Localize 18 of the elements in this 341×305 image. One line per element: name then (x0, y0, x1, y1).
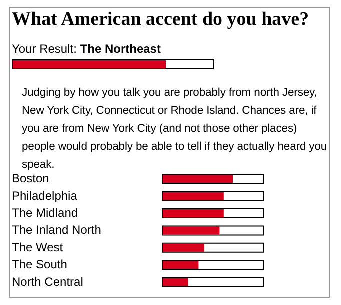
bar (163, 278, 188, 286)
text: Your Result: (12, 42, 77, 56)
bar (163, 175, 233, 184)
annotation: Judging by how you talk you are probably from north Jersey, New York City, Connecticut or Rhode Island. Chances are, if you are from New York City (and not those other places) people would probably be able to tell if they actually heard you speak. (22, 87, 328, 171)
bar (163, 192, 224, 200)
y-tick-label: Philadelphia (12, 188, 78, 203)
y-tick-label: The South (12, 258, 68, 272)
y-tick-label: Boston (12, 172, 50, 186)
y-tick-label: The Northeast (80, 42, 161, 56)
chart-title: What American accent do you have? (12, 9, 310, 31)
bar (163, 210, 224, 218)
y-tick-label: The West (12, 240, 64, 254)
bar (163, 244, 204, 252)
bar (163, 226, 220, 235)
y-tick-label: The Midland (12, 206, 78, 220)
y-tick-label: The Inland North (12, 223, 102, 238)
bar (163, 261, 199, 270)
y-tick-label: North Central (12, 274, 84, 289)
